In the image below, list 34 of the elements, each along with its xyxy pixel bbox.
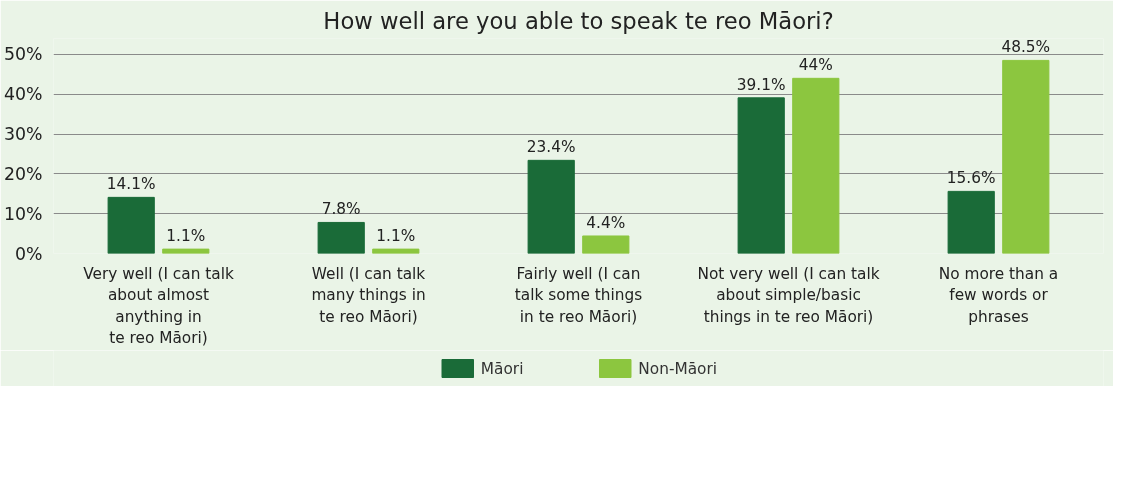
y-tick-label: 10%: [3, 203, 43, 224]
bar: [737, 97, 785, 254]
data-label: 15.6%: [946, 169, 996, 188]
bar: [372, 248, 420, 254]
y-tick-label: 40%: [3, 84, 43, 105]
x-tick-label: No more than a few words or phrases: [938, 264, 1059, 326]
bar: [582, 235, 630, 254]
data-label: 44%: [798, 56, 833, 75]
data-label: 23.4%: [526, 138, 576, 157]
data-label: 7.8%: [321, 200, 361, 219]
legend-label: Non-Māori: [638, 359, 718, 378]
x-tick-label: Very well (I can talk about almost anything in te reo Māori): [83, 264, 234, 348]
x-tick-label: Well (I can talk many things in te reo Māori): [311, 264, 426, 326]
bar: [162, 248, 210, 254]
bar: [1002, 59, 1050, 254]
bar: [947, 190, 995, 254]
data-label: 4.4%: [586, 213, 626, 232]
x-tick-label: Not very well (I can talk about simple/basic things in te reo Māori): [697, 264, 880, 326]
data-label: 48.5%: [1001, 38, 1051, 57]
bar: [317, 221, 365, 254]
data-label: 1.1%: [166, 227, 206, 246]
y-tick-label: 30%: [3, 124, 43, 145]
bar: [107, 196, 155, 254]
legend-label: Māori: [480, 359, 524, 378]
x-tick-label: Fairly well (I can talk some things in te reo Māori): [514, 264, 643, 326]
data-label: 1.1%: [376, 227, 416, 246]
y-tick-label: 50%: [3, 44, 43, 65]
chart-title: How well are you able to speak te reo Māori?: [323, 7, 834, 34]
y-tick-label: 20%: [3, 163, 43, 184]
bar: [527, 159, 575, 254]
data-label: 39.1%: [736, 75, 786, 94]
y-tick-label: 0%: [15, 243, 43, 264]
bar: [792, 77, 840, 254]
data-label: 14.1%: [106, 175, 156, 194]
